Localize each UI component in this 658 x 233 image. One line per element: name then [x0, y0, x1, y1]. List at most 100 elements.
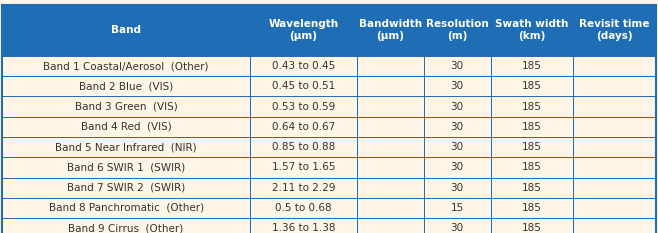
Bar: [357, 5, 424, 56]
Bar: [357, 157, 424, 178]
Bar: [2, 96, 250, 117]
Text: Band 1 Coastal/Aerosol  (Other): Band 1 Coastal/Aerosol (Other): [43, 61, 209, 71]
Bar: [357, 76, 424, 96]
Bar: [424, 117, 490, 137]
Text: Band 6 SWIR 1  (SWIR): Band 6 SWIR 1 (SWIR): [67, 162, 185, 172]
Bar: [490, 178, 573, 198]
Bar: [2, 5, 250, 56]
Text: 15: 15: [451, 203, 464, 213]
Text: 185: 185: [522, 142, 542, 152]
Text: 30: 30: [451, 81, 464, 91]
Bar: [2, 157, 250, 178]
Bar: [573, 5, 656, 56]
Text: Band 2 Blue  (VIS): Band 2 Blue (VIS): [79, 81, 173, 91]
Text: 0.5 to 0.68: 0.5 to 0.68: [275, 203, 332, 213]
Bar: [573, 56, 656, 76]
Bar: [573, 198, 656, 218]
Bar: [424, 96, 490, 117]
Text: 30: 30: [451, 122, 464, 132]
Bar: [2, 137, 250, 157]
Bar: [357, 178, 424, 198]
Text: Band 3 Green  (VIS): Band 3 Green (VIS): [75, 102, 178, 112]
Bar: [2, 218, 250, 233]
Text: 185: 185: [522, 183, 542, 193]
Bar: [490, 137, 573, 157]
Text: 0.85 to 0.88: 0.85 to 0.88: [272, 142, 335, 152]
Bar: [357, 56, 424, 76]
Bar: [573, 178, 656, 198]
Text: 185: 185: [522, 162, 542, 172]
Text: 0.64 to 0.67: 0.64 to 0.67: [272, 122, 335, 132]
Bar: [573, 117, 656, 137]
Text: 185: 185: [522, 102, 542, 112]
Bar: [424, 178, 490, 198]
Text: 0.43 to 0.45: 0.43 to 0.45: [272, 61, 335, 71]
Text: Band 5 Near Infrared  (NIR): Band 5 Near Infrared (NIR): [55, 142, 197, 152]
Bar: [490, 198, 573, 218]
Bar: [490, 218, 573, 233]
Bar: [2, 178, 250, 198]
Bar: [490, 117, 573, 137]
Bar: [357, 117, 424, 137]
Text: 185: 185: [522, 223, 542, 233]
Bar: [2, 198, 250, 218]
Bar: [250, 96, 357, 117]
Text: Swath width
(km): Swath width (km): [495, 20, 569, 41]
Bar: [357, 198, 424, 218]
Bar: [573, 76, 656, 96]
Bar: [2, 117, 250, 137]
Text: 1.36 to 1.38: 1.36 to 1.38: [272, 223, 335, 233]
Bar: [490, 5, 573, 56]
Text: Bandwidth
(μm): Bandwidth (μm): [359, 20, 422, 41]
Bar: [573, 218, 656, 233]
Bar: [424, 56, 490, 76]
Bar: [250, 198, 357, 218]
Text: 30: 30: [451, 223, 464, 233]
Bar: [490, 56, 573, 76]
Text: 30: 30: [451, 102, 464, 112]
Text: Wavelength
(μm): Wavelength (μm): [268, 20, 338, 41]
Text: 30: 30: [451, 162, 464, 172]
Bar: [250, 178, 357, 198]
Bar: [490, 76, 573, 96]
Text: Band 7 SWIR 2  (SWIR): Band 7 SWIR 2 (SWIR): [67, 183, 185, 193]
Text: 30: 30: [451, 142, 464, 152]
Text: Band 9 Cirrus  (Other): Band 9 Cirrus (Other): [68, 223, 184, 233]
Text: Band: Band: [111, 25, 141, 35]
Bar: [250, 76, 357, 96]
Bar: [250, 56, 357, 76]
Bar: [357, 96, 424, 117]
Bar: [250, 137, 357, 157]
Bar: [573, 157, 656, 178]
Text: 1.57 to 1.65: 1.57 to 1.65: [272, 162, 335, 172]
Bar: [424, 137, 490, 157]
Text: 185: 185: [522, 61, 542, 71]
Text: 185: 185: [522, 203, 542, 213]
Bar: [2, 56, 250, 76]
Bar: [424, 76, 490, 96]
Text: Band 4 Red  (VIS): Band 4 Red (VIS): [81, 122, 172, 132]
Text: 30: 30: [451, 183, 464, 193]
Bar: [573, 96, 656, 117]
Bar: [424, 5, 490, 56]
Bar: [250, 117, 357, 137]
Bar: [2, 76, 250, 96]
Text: 2.11 to 2.29: 2.11 to 2.29: [272, 183, 335, 193]
Bar: [490, 96, 573, 117]
Bar: [357, 218, 424, 233]
Text: 0.53 to 0.59: 0.53 to 0.59: [272, 102, 335, 112]
Text: Band 8 Panchromatic  (Other): Band 8 Panchromatic (Other): [49, 203, 204, 213]
Text: Resolution
(m): Resolution (m): [426, 20, 488, 41]
Bar: [424, 198, 490, 218]
Bar: [250, 218, 357, 233]
Bar: [357, 137, 424, 157]
Text: 0.45 to 0.51: 0.45 to 0.51: [272, 81, 335, 91]
Text: 185: 185: [522, 122, 542, 132]
Bar: [250, 157, 357, 178]
Text: Revisit time
(days): Revisit time (days): [580, 20, 650, 41]
Bar: [573, 137, 656, 157]
Bar: [250, 5, 357, 56]
Bar: [490, 157, 573, 178]
Bar: [424, 218, 490, 233]
Text: 185: 185: [522, 81, 542, 91]
